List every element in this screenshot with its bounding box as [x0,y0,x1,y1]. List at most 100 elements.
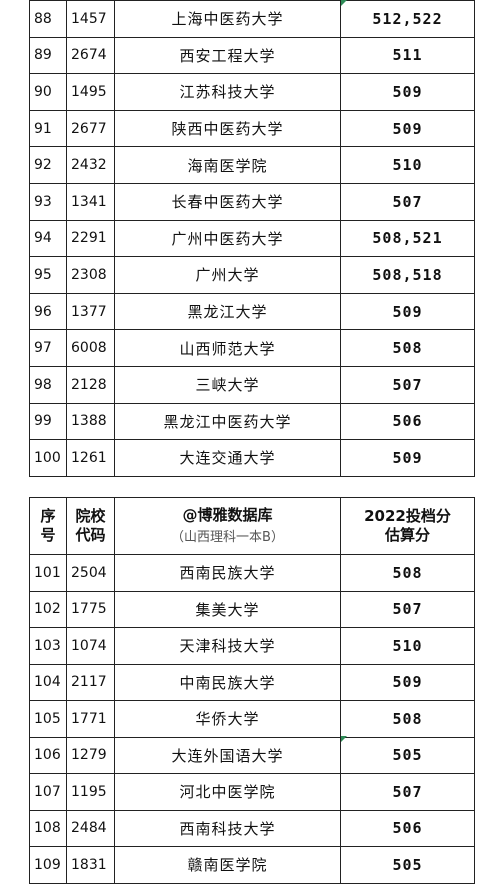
row-school-name: 广州大学 [114,256,341,294]
row-school-name: 江苏科技大学 [114,73,341,111]
row-school-name: 集美大学 [114,590,341,628]
row-school-name: 上海中医药大学 [114,0,341,38]
table-row: 104 2117 中南民族大学 509 [29,663,475,701]
row-seq: 106 [29,736,67,774]
row-score: 510 [340,627,475,665]
row-score: 507 [340,590,475,628]
table-row: 92 2432 海南医学院 510 [29,146,475,184]
row-score: 509 [340,73,475,111]
table-row: 105 1771 华侨大学 508 [29,700,475,738]
table-row: 93 1341 长春中医药大学 507 [29,182,475,221]
row-seq: 101 [29,554,67,592]
row-code: 2117 [66,663,115,701]
score-table-bottom: 序号 院校代码 @博雅数据库 （山西理科一本B） 2022投档分估算分 101 2… [29,497,475,884]
row-code: 2308 [66,256,115,294]
row-code: 2128 [66,365,115,404]
row-code: 1771 [66,700,115,738]
header-seq: 序号 [29,497,67,555]
row-score: 506 [340,402,475,441]
row-score: 509 [340,663,475,701]
row-code: 2677 [66,109,115,148]
row-code: 1775 [66,590,115,628]
row-school-name: 华侨大学 [114,700,341,738]
header-source: @博雅数据库 （山西理科一本B） [114,497,341,555]
row-score: 508,518 [340,256,475,294]
row-score: 508 [340,700,475,738]
header-category-label: （山西理科一本B） [171,529,284,545]
row-score: 505 [340,736,475,774]
row-score: 509 [340,292,475,331]
row-score: 505 [340,846,475,884]
table-row: 109 1831 赣南医学院 505 [29,846,475,884]
row-score: 509 [340,109,475,148]
table-row: 90 1495 江苏科技大学 509 [29,73,475,111]
row-code: 6008 [66,329,115,367]
row-code: 2484 [66,809,115,847]
row-score: 507 [340,182,475,221]
row-score: 510 [340,146,475,184]
cell-comment-marker [341,736,347,742]
row-school-name: 三峡大学 [114,365,341,404]
row-seq: 89 [29,36,67,75]
row-code: 1388 [66,402,115,441]
row-score: 506 [340,809,475,847]
header-source-label: @博雅数据库 [182,505,273,524]
row-code: 1261 [66,439,115,477]
row-school-name: 中南民族大学 [114,663,341,701]
table-row: 107 1195 河北中医学院 507 [29,773,475,811]
row-seq: 96 [29,292,67,331]
row-seq: 102 [29,590,67,628]
row-school-name: 大连外国语大学 [114,736,341,774]
table-row: 97 6008 山西师范大学 508 [29,329,475,367]
row-seq: 99 [29,402,67,441]
table-row: 106 1279 大连外国语大学 505 [29,736,475,774]
row-school-name: 天津科技大学 [114,627,341,665]
row-school-name: 黑龙江大学 [114,292,341,331]
row-score: 508,521 [340,219,475,258]
row-seq: 91 [29,109,67,148]
table-row: 100 1261 大连交通大学 509 [29,439,475,477]
row-code: 2432 [66,146,115,184]
row-code: 1457 [66,0,115,38]
row-seq: 88 [29,0,67,38]
row-code: 1195 [66,773,115,811]
row-seq: 107 [29,773,67,811]
table-row: 88 1457 上海中医药大学 512,522 [29,0,475,38]
score-table-top: 88 1457 上海中医药大学 512,522 89 2674 西安工程大学 511 90 149… [29,0,475,477]
cell-comment-marker [341,0,347,6]
header-score: 2022投档分估算分 [340,497,475,555]
table-row: 102 1775 集美大学 507 [29,590,475,628]
table-header-row: 序号 院校代码 @博雅数据库 （山西理科一本B） 2022投档分估算分 [29,497,475,555]
row-school-name: 黑龙江中医药大学 [114,402,341,441]
table-row: 89 2674 西安工程大学 511 [29,36,475,75]
row-school-name: 河北中医学院 [114,773,341,811]
row-school-name: 海南医学院 [114,146,341,184]
row-code: 1495 [66,73,115,111]
row-code: 1831 [66,846,115,884]
row-code: 1279 [66,736,115,774]
row-seq: 109 [29,846,67,884]
row-seq: 93 [29,182,67,221]
header-seq-label: 序号 [40,507,56,544]
row-seq: 97 [29,329,67,367]
row-seq: 94 [29,219,67,258]
header-score-label: 2022投档分估算分 [364,507,451,544]
row-seq: 98 [29,365,67,404]
row-seq: 92 [29,146,67,184]
row-school-name: 山西师范大学 [114,329,341,367]
row-code: 1341 [66,182,115,221]
table-row: 95 2308 广州大学 508,518 [29,256,475,294]
row-score: 507 [340,773,475,811]
row-seq: 90 [29,73,67,111]
row-seq: 100 [29,439,67,477]
table-row: 101 2504 西南民族大学 508 [29,554,475,592]
row-school-name: 大连交通大学 [114,439,341,477]
score-table-bottom-body: 101 2504 西南民族大学 508 102 1775 集美大学 507 103 1074 天津科… [29,554,475,884]
row-school-name: 陕西中医药大学 [114,109,341,148]
table-row: 91 2677 陕西中医药大学 509 [29,109,475,148]
row-seq: 108 [29,809,67,847]
row-seq: 104 [29,663,67,701]
row-score: 512,522 [340,0,475,38]
row-school-name: 西南科技大学 [114,809,341,847]
header-code: 院校代码 [66,497,115,555]
